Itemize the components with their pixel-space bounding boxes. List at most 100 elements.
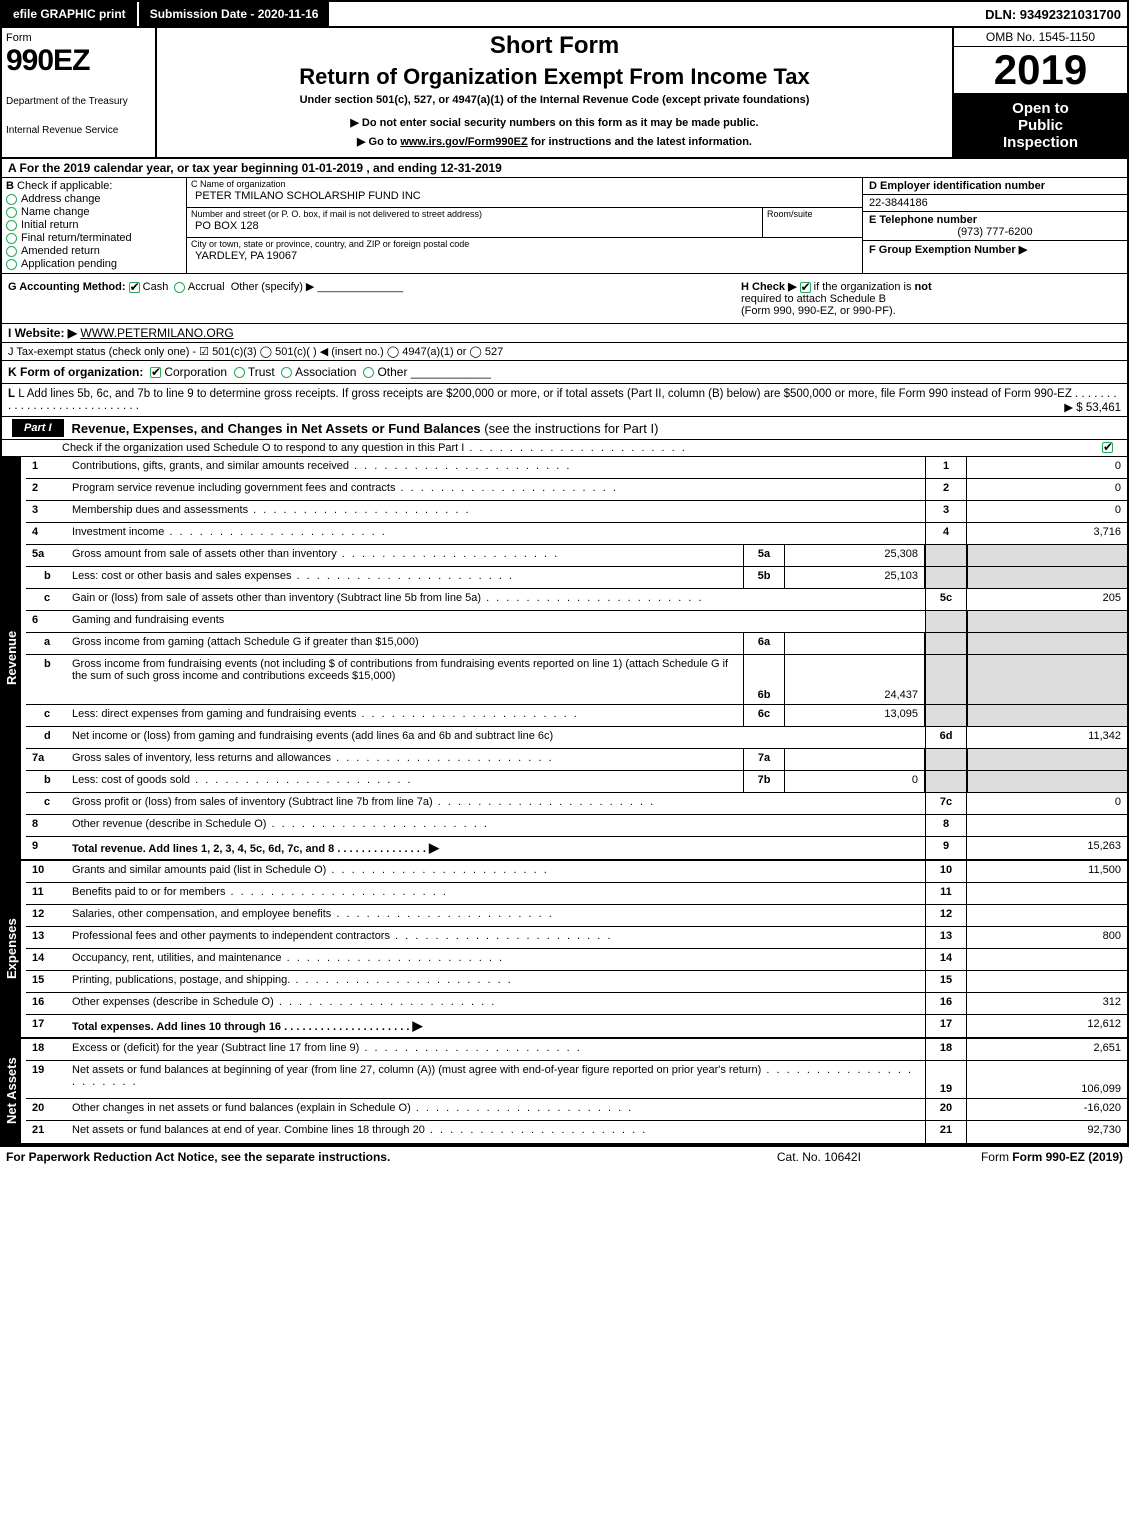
chk-schedule-o[interactable] bbox=[1102, 442, 1113, 453]
k-trust: Trust bbox=[248, 365, 275, 379]
l3-val: 0 bbox=[967, 501, 1127, 522]
l11-box: 11 bbox=[925, 883, 967, 904]
l4-desc: Investment income bbox=[68, 523, 925, 544]
l6-num: 6 bbox=[26, 611, 68, 632]
l17-desc: Total expenses. Add lines 10 through 16 … bbox=[68, 1015, 925, 1037]
part-i-sub-text: Check if the organization used Schedule … bbox=[62, 442, 1102, 454]
l20-val: -16,020 bbox=[967, 1099, 1127, 1120]
l17-box: 17 bbox=[925, 1015, 967, 1037]
l6b-shade2 bbox=[967, 655, 1127, 704]
b-subtitle: Check if applicable: bbox=[17, 180, 112, 192]
chk-association[interactable] bbox=[281, 367, 292, 378]
l16-val: 312 bbox=[967, 993, 1127, 1014]
l6a-shade1 bbox=[925, 633, 967, 654]
line-1: 1 Contributions, gifts, grants, and simi… bbox=[26, 457, 1127, 479]
chk-accrual[interactable] bbox=[174, 282, 185, 293]
l-amount: ▶ $ 53,461 bbox=[1064, 400, 1121, 414]
l18-num: 18 bbox=[26, 1039, 68, 1060]
l7b-ib: 7b bbox=[743, 771, 785, 792]
l6d-desc: Net income or (loss) from gaming and fun… bbox=[68, 727, 925, 748]
g-other: Other (specify) ▶ bbox=[231, 281, 315, 293]
l4-num: 4 bbox=[26, 523, 68, 544]
chk-trust[interactable] bbox=[234, 367, 245, 378]
line-14: 14 Occupancy, rent, utilities, and maint… bbox=[26, 949, 1127, 971]
chk-initial-return[interactable] bbox=[6, 220, 17, 231]
l21-box: 21 bbox=[925, 1121, 967, 1143]
l1-desc: Contributions, gifts, grants, and simila… bbox=[68, 457, 925, 478]
chk-corporation[interactable] bbox=[150, 367, 161, 378]
l5c-desc: Gain or (loss) from sale of assets other… bbox=[68, 589, 925, 610]
return-title: Return of Organization Exempt From Incom… bbox=[165, 64, 944, 90]
line-15: 15 Printing, publications, postage, and … bbox=[26, 971, 1127, 993]
l3-num: 3 bbox=[26, 501, 68, 522]
l6b-shade1 bbox=[925, 655, 967, 704]
l17-desc-text: Total expenses. Add lines 10 through 16 bbox=[72, 1021, 281, 1033]
l6-shade1 bbox=[925, 611, 967, 632]
l6c-shade1 bbox=[925, 705, 967, 726]
part-i-title-post: (see the instructions for Part I) bbox=[481, 421, 659, 436]
l7a-num: 7a bbox=[26, 749, 68, 770]
chk-address-change[interactable] bbox=[6, 194, 17, 205]
irs-link[interactable]: www.irs.gov/Form990EZ bbox=[400, 136, 527, 148]
l21-desc: Net assets or fund balances at end of ye… bbox=[68, 1121, 925, 1143]
l18-box: 18 bbox=[925, 1039, 967, 1060]
block-d-e-f: D Employer identification number 22-3844… bbox=[862, 178, 1127, 273]
l19-desc: Net assets or fund balances at beginning… bbox=[68, 1061, 925, 1098]
website-label: I Website: ▶ bbox=[8, 326, 77, 340]
chk-amended-return[interactable] bbox=[6, 246, 17, 257]
chk-other[interactable] bbox=[363, 367, 374, 378]
l21-val: 92,730 bbox=[967, 1121, 1127, 1143]
efile-print-button[interactable]: efile GRAPHIC print bbox=[2, 2, 137, 26]
line-6c: c Less: direct expenses from gaming and … bbox=[26, 705, 1127, 727]
h-section: H Check ▶ if the organization is not req… bbox=[741, 280, 1121, 317]
chk-h[interactable] bbox=[800, 282, 811, 293]
line-3: 3 Membership dues and assessments 3 0 bbox=[26, 501, 1127, 523]
chk-cash[interactable] bbox=[129, 282, 140, 293]
l5c-val: 205 bbox=[967, 589, 1127, 610]
l14-val bbox=[967, 949, 1127, 970]
line-6: 6 Gaming and fundraising events bbox=[26, 611, 1127, 633]
l5b-ib: 5b bbox=[743, 567, 785, 588]
l17-num: 17 bbox=[26, 1015, 68, 1037]
l9-num: 9 bbox=[26, 837, 68, 859]
l3-box: 3 bbox=[925, 501, 967, 522]
l20-desc: Other changes in net assets or fund bala… bbox=[68, 1099, 925, 1120]
k-row: K Form of organization: Corporation Trus… bbox=[2, 361, 1127, 384]
submission-date-button[interactable]: Submission Date - 2020-11-16 bbox=[139, 2, 330, 26]
l19-num: 19 bbox=[26, 1061, 68, 1098]
tel-value: (973) 777-6200 bbox=[869, 226, 1121, 238]
block-b: B Check if applicable: Address change Na… bbox=[2, 178, 187, 273]
l6a-shade2 bbox=[967, 633, 1127, 654]
chk-application-pending[interactable] bbox=[6, 259, 17, 270]
chk-name-change[interactable] bbox=[6, 207, 17, 218]
g-accrual: Accrual bbox=[188, 281, 225, 293]
line-20: 20 Other changes in net assets or fund b… bbox=[26, 1099, 1127, 1121]
website-value[interactable]: WWW.PETERMILANO.ORG bbox=[80, 326, 233, 340]
l13-box: 13 bbox=[925, 927, 967, 948]
city-label: City or town, state or province, country… bbox=[191, 239, 858, 249]
opt-initial-return: Initial return bbox=[21, 219, 78, 231]
h-text2: if the organization is bbox=[811, 281, 915, 293]
l11-desc: Benefits paid to or for members bbox=[68, 883, 925, 904]
website-row: I Website: ▶ WWW.PETERMILANO.ORG bbox=[2, 324, 1127, 343]
l10-desc: Grants and similar amounts paid (list in… bbox=[68, 861, 925, 882]
l2-desc: Program service revenue including govern… bbox=[68, 479, 925, 500]
l-row: L L Add lines 5b, 6c, and 7b to line 9 t… bbox=[2, 384, 1127, 417]
l10-box: 10 bbox=[925, 861, 967, 882]
l12-desc: Salaries, other compensation, and employ… bbox=[68, 905, 925, 926]
l6c-iv: 13,095 bbox=[785, 705, 925, 726]
l8-box: 8 bbox=[925, 815, 967, 836]
l19-val: 106,099 bbox=[967, 1061, 1127, 1098]
city-value: YARDLEY, PA 19067 bbox=[191, 249, 858, 266]
line-7b: b Less: cost of goods sold 7b 0 bbox=[26, 771, 1127, 793]
l5a-shade2 bbox=[967, 545, 1127, 566]
line-17: 17 Total expenses. Add lines 10 through … bbox=[26, 1015, 1127, 1037]
l5a-ib: 5a bbox=[743, 545, 785, 566]
h-text4: (Form 990, 990-EZ, or 990-PF). bbox=[741, 305, 896, 317]
chk-final-return[interactable] bbox=[6, 233, 17, 244]
l2-val: 0 bbox=[967, 479, 1127, 500]
l5c-num: c bbox=[26, 589, 68, 610]
footer-left: For Paperwork Reduction Act Notice, see … bbox=[6, 1150, 777, 1164]
l5a-num: 5a bbox=[26, 545, 68, 566]
l6a-iv bbox=[785, 633, 925, 654]
